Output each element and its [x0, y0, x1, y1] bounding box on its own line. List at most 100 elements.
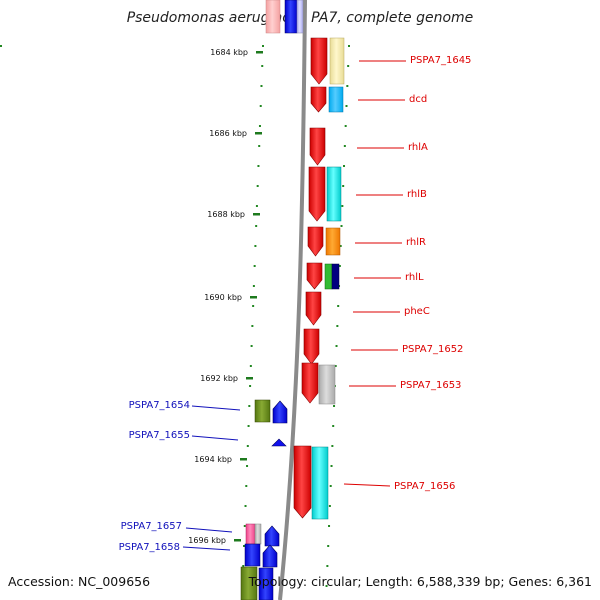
guide-dot — [260, 85, 263, 87]
gene-label: rhlR — [406, 237, 426, 248]
guide-dot — [343, 145, 346, 147]
guide-dot — [251, 325, 254, 327]
gene-arrow — [309, 127, 326, 166]
guide-dot — [345, 105, 348, 107]
ruler-label: 1690 kbp — [204, 293, 242, 302]
feature-box — [326, 166, 342, 222]
guide-dot — [262, 45, 264, 47]
topology-text: Topology: circular; Length: 6,588,339 bp… — [248, 574, 592, 589]
ruler-tick — [253, 213, 260, 216]
ruler-label: 1684 kbp — [210, 48, 248, 57]
gene-arrow — [308, 166, 326, 222]
guide-dot — [258, 145, 261, 147]
gene-arrow — [293, 445, 312, 519]
ruler-tick — [234, 539, 241, 542]
feature-box — [265, 0, 281, 34]
guide-dot — [340, 225, 343, 227]
guide-dot — [347, 65, 350, 67]
feature-box — [325, 227, 341, 256]
guide-dot — [245, 485, 248, 487]
label-leader — [191, 405, 241, 411]
guide-dot — [326, 565, 329, 567]
gene-label: PSPA7_1657 — [121, 521, 182, 532]
ruler-tick — [250, 296, 257, 299]
guide-dot — [346, 85, 349, 87]
label-leader — [191, 435, 239, 441]
guide-dot — [246, 465, 249, 467]
feature-box — [254, 523, 262, 545]
gene-label: pheC — [404, 306, 430, 317]
feature-box — [318, 364, 336, 405]
guide-dot — [256, 185, 259, 187]
gene-arrow — [307, 226, 324, 257]
gene-label: PSPA7_1656 — [394, 481, 455, 492]
guide-dot — [252, 305, 255, 307]
guide-dot — [339, 245, 342, 247]
guide-dot — [255, 205, 258, 207]
guide-dot — [242, 565, 245, 567]
features — [240, 0, 345, 600]
guide-dot — [336, 325, 339, 327]
gene-label: PSPA7_1653 — [400, 380, 461, 391]
ruler-label: 1694 kbp — [194, 455, 232, 464]
guide-dot — [244, 505, 247, 507]
guide-dot — [249, 365, 252, 367]
gene-arrow — [262, 544, 278, 568]
label-leader — [185, 527, 233, 533]
ruler-tick — [246, 377, 253, 380]
gene-label: dcd — [409, 94, 427, 105]
ruler-tick — [240, 458, 247, 461]
guide-dot — [253, 265, 256, 267]
guide-dot — [329, 485, 332, 487]
ruler-label: 1688 kbp — [207, 210, 245, 219]
gene-arrow — [310, 37, 328, 85]
gene-label: PSPA7_1652 — [402, 344, 463, 355]
guide-dot — [328, 505, 331, 507]
feature-box — [245, 523, 256, 545]
guide-dot — [332, 425, 335, 427]
gene-arrow — [264, 525, 280, 547]
guide-dot — [250, 345, 253, 347]
gene-arrow — [310, 86, 327, 113]
guide-dot — [338, 265, 341, 267]
guide-dot — [259, 105, 262, 107]
guide-dot — [246, 445, 249, 447]
gene-label: rhlA — [408, 142, 428, 153]
ruler-tick — [256, 51, 263, 54]
ruler-label: 1692 kbp — [200, 374, 238, 383]
dotted-guides — [0, 45, 350, 587]
guide-dot — [0, 45, 2, 47]
gene-label: PSPA7_1658 — [119, 542, 180, 553]
feature-box — [328, 86, 344, 113]
guide-dot — [325, 585, 328, 587]
feature-box — [331, 263, 340, 290]
guide-dot — [255, 225, 258, 227]
guide-dot — [247, 425, 250, 427]
gene-label: rhlB — [407, 189, 427, 200]
backbone-line — [278, 0, 307, 600]
gene-label: PSPA7_1655 — [129, 430, 190, 441]
guide-dot — [334, 365, 337, 367]
guide-dot — [257, 165, 260, 167]
guide-dot — [248, 405, 251, 407]
accession-text: Accession: NC_009656 — [8, 574, 151, 589]
feature-box — [324, 263, 333, 290]
guide-dot — [341, 205, 344, 207]
guide-dot — [337, 305, 340, 307]
guide-dot — [327, 545, 330, 547]
gene-arrow — [303, 328, 320, 365]
guide-dot — [249, 385, 252, 387]
feature-box — [311, 446, 329, 520]
feature-box — [296, 0, 304, 34]
ruler-label: 1696 kbp — [188, 536, 226, 545]
gene-arrow — [272, 400, 288, 424]
gene-arrow — [271, 438, 287, 447]
ruler: 1684 kbp 1686 kbp 1688 kbp 1690 kbp 1692 kbp… — [188, 48, 263, 545]
gene-label: rhlL — [405, 272, 424, 283]
guide-dot — [343, 165, 346, 167]
guide-dot — [348, 45, 350, 47]
gene-arrow — [306, 262, 323, 290]
guide-dot — [328, 525, 331, 527]
